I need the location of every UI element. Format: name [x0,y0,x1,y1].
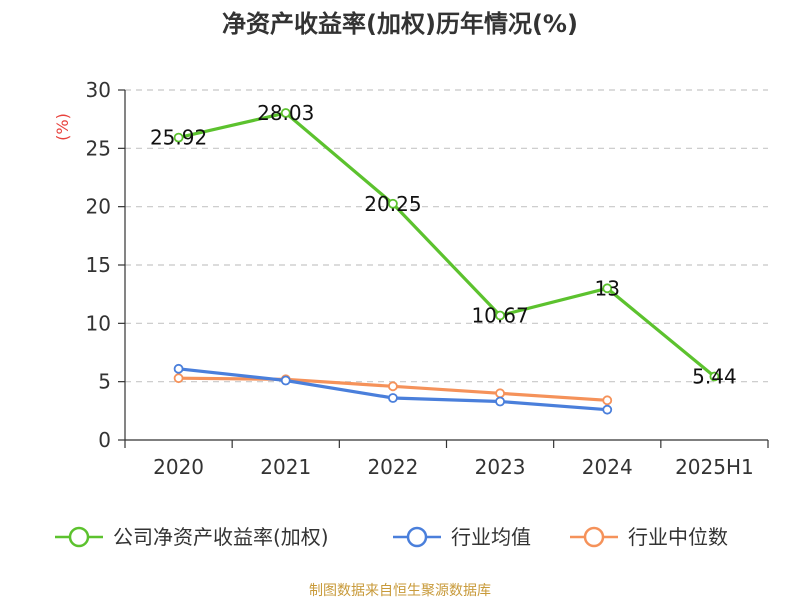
source-note: 制图数据来自恒生聚源数据库 [309,583,491,599]
x-tick-label-2022: 2022 [367,455,418,479]
legend-item-0: 公司净资产收益率(加权) [55,525,329,549]
y-tick-label-20: 20 [86,195,111,219]
series-0-point-2023 [495,310,505,321]
data-label-2025H1: 5.44 [692,365,737,389]
series-2-point-2020 [173,373,184,384]
chart-title: 净资产收益率(加权)历年情况(%) [222,10,578,38]
legend: 公司净资产收益率(加权) 行业均值 行业中位数 [55,525,728,549]
legend-marker-2 [583,526,605,548]
data-label-2021: 28.03 [257,101,314,125]
y-tick-label-25: 25 [86,136,111,160]
legend-marker-0 [68,526,90,548]
series-1 [173,363,613,415]
y-tick-label-15: 15 [86,253,111,277]
series-1-point-2020 [173,363,184,374]
series-0 [173,108,720,382]
series-0-point-2022 [388,198,398,209]
data-label-2023: 10.67 [471,304,528,328]
y-tick-label-5: 5 [98,370,111,394]
data-label-2022: 20.25 [364,192,421,216]
series-lines [173,108,720,415]
y-tick-label-30: 30 [86,78,111,102]
legend-item-2: 行业中位数 [570,525,728,549]
series-0-point-2025H1 [709,371,720,382]
data-labels: 25.92 28.03 20.25 10.67 13 5.44 [150,101,737,389]
series-0-point-2020 [173,132,184,143]
legend-marker-1 [406,526,428,548]
series-2-point-2022 [388,381,398,392]
series-1-point-2021 [280,375,291,386]
series-2-point-2024 [602,395,613,406]
legend-label-2: 行业中位数 [628,525,728,549]
x-tick-label-2021: 2021 [260,455,311,479]
series-0-point-2021 [280,108,291,118]
series-1-point-2024 [602,404,613,415]
legend-item-1: 行业均值 [393,525,531,549]
x-tick-label-2020: 2020 [153,455,204,479]
series-2-point-2023 [495,388,505,399]
data-label-2020: 25.92 [150,126,207,150]
series-0-point-2024 [602,283,613,294]
y-tick-label-0: 0 [98,428,111,452]
data-label-2024: 13 [595,276,620,300]
y-axis-unit-label: (%) [53,113,72,141]
x-tick-label-2023: 2023 [475,455,526,479]
legend-label-0: 公司净资产收益率(加权) [113,525,329,549]
legend-label-1: 行业均值 [451,525,531,549]
x-tick-label-2025H1: 2025H1 [675,455,754,479]
y-tick-label-10: 10 [86,311,111,335]
axes: 0 5 10 15 20 25 30 2020 2021 2022 2023 2024 2025H1 [86,78,769,479]
series-line-0 [176,111,717,379]
series-1-point-2023 [495,396,505,407]
series-1-point-2022 [388,393,398,403]
x-tick-label-2024: 2024 [582,455,633,479]
grid-lines [125,89,768,383]
